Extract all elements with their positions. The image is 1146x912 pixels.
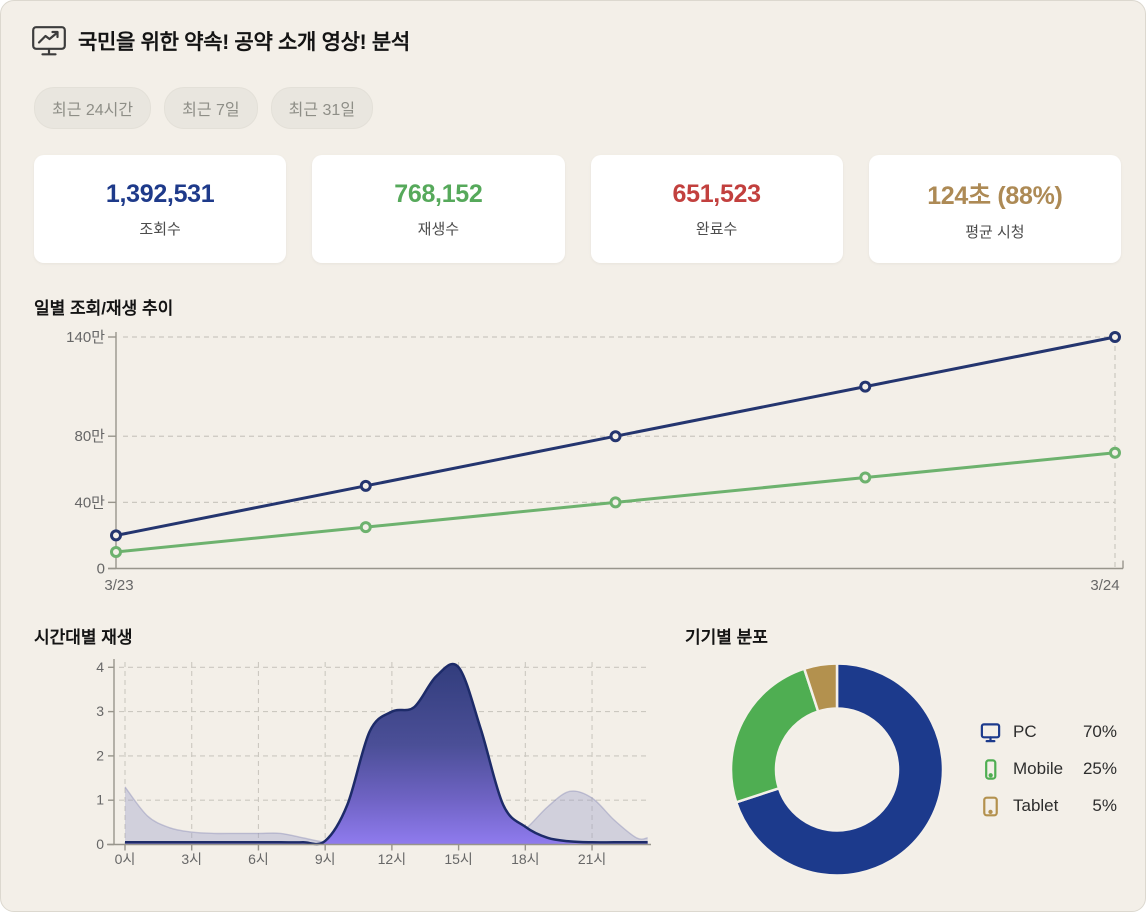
svg-text:12시: 12시: [378, 851, 406, 867]
stat-value-views: 1,392,531: [105, 179, 215, 208]
stat-cards: 1,392,531 조회수 768,152 재생수 651,523 완료수 12…: [34, 155, 1121, 263]
device-legend: PC 70% Mobile 25% Tablet 5%: [979, 720, 1117, 818]
legend-value-mobile: 25%: [1082, 759, 1117, 778]
svg-text:140만: 140만: [66, 329, 105, 346]
stat-label-views: 조회수: [139, 220, 181, 238]
stat-label-plays: 재생수: [417, 220, 460, 238]
legend-item-mobile: Mobile 25%: [979, 757, 1117, 781]
stat-card-completions: 651,523 완료수: [590, 155, 843, 263]
device-distribution-donut-chart: [729, 662, 945, 877]
page-title: 국민을 위한 약속! 공약 소개 영상! 분석: [78, 31, 410, 54]
filter-last-7d[interactable]: 최근 7일: [164, 87, 258, 129]
legend-value-tablet: 5%: [1092, 796, 1117, 815]
header: 국민을 위한 약속! 공약 소개 영상! 분석: [31, 25, 410, 57]
stat-value-plays: 768,152: [394, 179, 483, 208]
legend-value-pc: 70%: [1082, 722, 1117, 741]
filter-last-31d[interactable]: 최근 31일: [270, 87, 374, 129]
svg-text:21시: 21시: [578, 851, 606, 867]
svg-text:80만: 80만: [75, 428, 106, 445]
device-chart-title: 기기별 분포: [685, 628, 768, 647]
stat-label-avg-watch: 평균 시청: [965, 224, 1025, 241]
svg-text:4: 4: [96, 659, 104, 675]
svg-text:2: 2: [96, 747, 104, 763]
svg-text:3/23: 3/23: [104, 577, 133, 594]
svg-text:1: 1: [96, 792, 104, 808]
legend-label-pc: PC: [1013, 722, 1037, 741]
svg-text:3시: 3시: [181, 851, 202, 867]
svg-text:18시: 18시: [511, 851, 539, 867]
stat-value-completions: 651,523: [672, 179, 761, 208]
legend-item-tablet: Tablet 5%: [979, 794, 1117, 818]
legend-item-pc: PC 70%: [979, 720, 1117, 744]
tablet-icon: [983, 796, 998, 816]
mobile-icon: [985, 758, 997, 780]
stat-value-avg-watch: 124초 (88%): [927, 182, 1063, 210]
svg-text:40만: 40만: [75, 494, 106, 511]
svg-text:0시: 0시: [115, 851, 136, 867]
stat-card-plays: 768,152 재생수: [312, 155, 565, 263]
hourly-chart-title: 시간대별 재생: [34, 628, 133, 647]
svg-text:0: 0: [97, 561, 105, 578]
svg-text:0: 0: [96, 836, 104, 852]
daily-chart-title: 일별 조회/재생 추이: [34, 299, 174, 318]
presentation-chart-icon: [32, 26, 66, 56]
stat-label-completions: 완료수: [695, 220, 738, 238]
svg-text:6시: 6시: [248, 851, 269, 867]
svg-text:9시: 9시: [315, 851, 336, 867]
svg-text:3/24: 3/24: [1090, 577, 1119, 594]
svg-text:3: 3: [96, 703, 104, 719]
legend-label-tablet: Tablet: [1013, 796, 1059, 815]
stat-card-avg-watch: 124초 (88%) 평균 시청: [868, 155, 1121, 263]
filter-last-24h[interactable]: 최근 24시간: [34, 87, 152, 129]
legend-label-mobile: Mobile: [1013, 759, 1064, 778]
daily-trend-line-chart: 140만 80만 40만 03/23 3/24: [66, 329, 1124, 594]
svg-text:15시: 15시: [444, 851, 472, 867]
stat-card-views: 1,392,531 조회수: [34, 155, 287, 263]
time-range-filters: 최근 24시간 최근 7일 최근 31일: [34, 87, 374, 129]
monitor-icon: [980, 722, 1001, 742]
hourly-plays-area-chart: 0 1 2 3 4 0시 3시 6시 9시 12시 15시 18시 21시: [96, 659, 651, 867]
